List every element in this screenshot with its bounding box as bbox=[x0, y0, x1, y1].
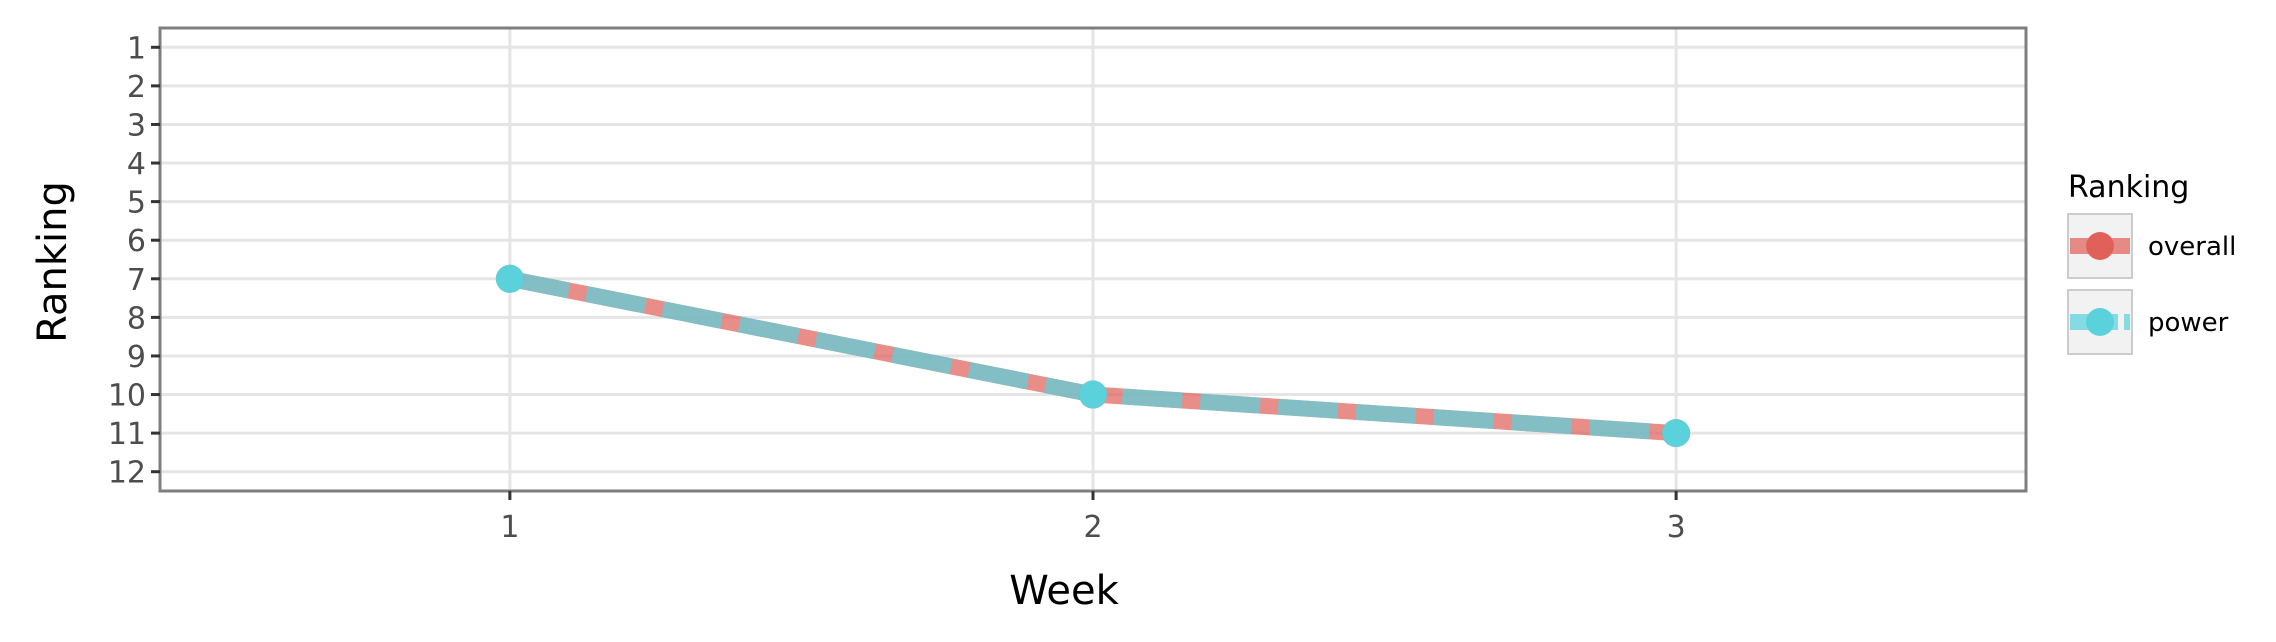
y-tick-label: 10 bbox=[108, 379, 146, 414]
y-tick-label: 1 bbox=[127, 31, 146, 66]
data-point-power bbox=[495, 264, 524, 293]
series-group bbox=[495, 264, 1691, 448]
data-point-power bbox=[1662, 419, 1691, 448]
legend: Ranking overall power bbox=[2067, 170, 2236, 355]
x-tick-label: 3 bbox=[1667, 510, 1686, 545]
y-tick-label: 3 bbox=[127, 108, 146, 143]
y-tick-label: 4 bbox=[127, 147, 146, 182]
legend-label-power: power bbox=[2148, 308, 2229, 338]
y-tick-label: 8 bbox=[127, 301, 146, 336]
legend-label-overall: overall bbox=[2148, 232, 2236, 262]
y-tick-label: 2 bbox=[127, 70, 146, 105]
x-tick-label: 1 bbox=[500, 510, 519, 545]
legend-point-power bbox=[2086, 308, 2114, 336]
y-tick-label: 6 bbox=[127, 224, 146, 259]
y-tick-label: 7 bbox=[127, 263, 146, 298]
x-tick-label: 2 bbox=[1083, 510, 1102, 545]
data-point-power bbox=[1079, 380, 1107, 409]
legend-point-overall bbox=[2086, 232, 2114, 260]
x-axis: 1 2 3 bbox=[500, 491, 1686, 545]
y-tick-label: 5 bbox=[127, 186, 146, 221]
legend-title: Ranking bbox=[2068, 170, 2189, 205]
x-axis-title: Week bbox=[1009, 568, 1119, 614]
y-axis-title: Ranking bbox=[30, 181, 76, 343]
y-tick-label: 12 bbox=[108, 456, 146, 491]
y-tick-label: 9 bbox=[127, 340, 146, 375]
y-tick-label: 11 bbox=[108, 417, 146, 452]
